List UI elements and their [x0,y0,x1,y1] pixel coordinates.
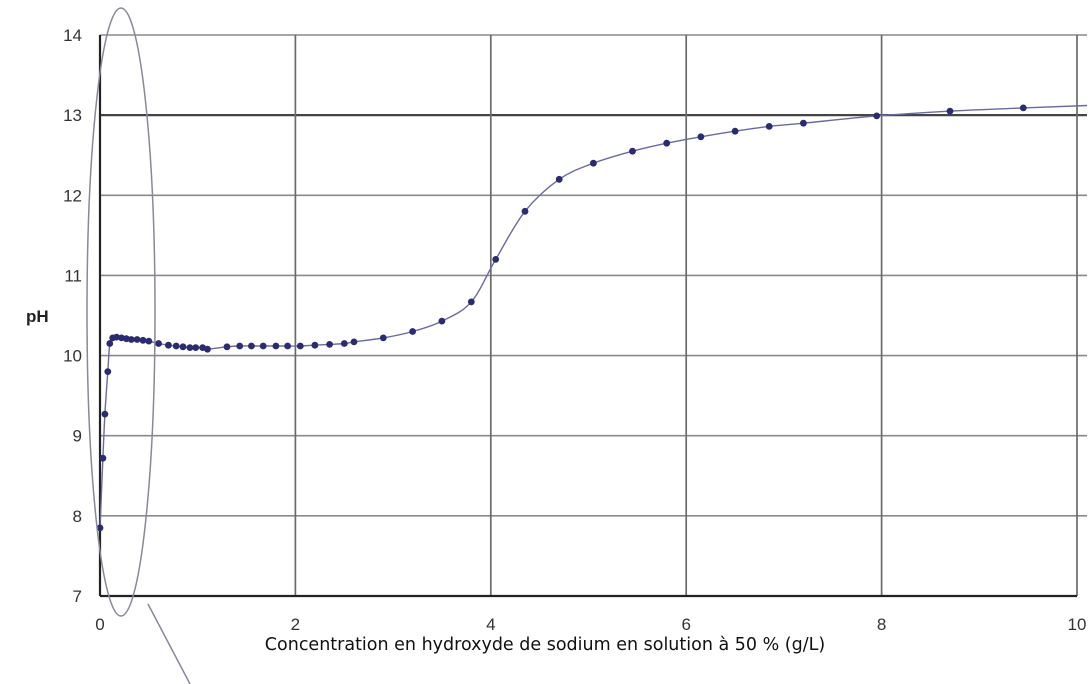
data-point [326,341,333,348]
data-point [99,454,107,462]
data-point [409,328,416,335]
data-point [127,336,135,343]
data-point [284,342,291,350]
data-point [873,112,881,120]
y-tick-label: 10 [63,347,82,366]
highlight-ellipse [86,7,156,617]
data-point [800,119,807,127]
data-point [139,336,147,344]
data-point [186,344,194,351]
data-point [521,207,529,215]
data-point [765,123,773,130]
x-axis-label: Concentration en hydroxyde de sodium en … [265,635,825,655]
data-point [259,342,267,350]
data-point [272,342,280,350]
data-point [492,256,500,263]
data-point [248,342,255,350]
y-tick-label: 11 [64,266,82,285]
data-point [236,342,244,350]
data-point [946,107,954,115]
data-point [663,139,671,147]
data-point [467,298,475,306]
data-point [731,127,739,135]
data-point [296,342,304,350]
data-point [340,340,348,347]
data-point [1019,104,1027,112]
x-tick-label: 10 [1068,615,1087,634]
data-point [629,147,636,155]
y-tick-labels: 7 8 9 10 11 12 13 14 [63,26,82,606]
axes [98,35,1077,598]
data-point [145,337,153,345]
x-tick-labels: 0 2 4 6 8 10 [95,615,1086,634]
x-tick-label: 6 [681,615,690,634]
data-point [155,340,163,347]
grid-lines [100,34,1087,596]
data-point [101,410,109,418]
data-point [106,340,114,347]
data-point [379,334,387,342]
data-point [311,341,319,349]
y-tick-label: 13 [63,106,82,125]
data-point [438,317,446,325]
data-point [192,344,200,351]
data-point [697,133,705,141]
data-point [165,341,172,349]
data-point [590,159,597,167]
data-point [350,338,358,346]
y-tick-label: 7 [73,587,82,606]
data-point [555,175,563,183]
y-tick-label: 12 [63,186,82,205]
data-point [104,368,112,375]
series-line [99,104,1088,528]
y-tick-label: 14 [63,26,82,45]
data-point [204,345,211,353]
series-points [96,104,1027,532]
x-tick-label: 0 [95,615,104,634]
data-point [172,342,180,350]
data-point [96,524,104,532]
y-axis-label: pH [26,307,49,326]
data-point [179,343,187,351]
y-tick-label: 8 [73,507,82,526]
annotation-pointer-line [147,603,191,684]
x-tick-label: 8 [877,615,886,634]
x-tick-label: 4 [486,615,495,634]
data-point [223,343,231,351]
x-tick-label: 2 [291,615,300,634]
y-tick-label: 9 [73,427,82,446]
data-point [133,336,141,343]
